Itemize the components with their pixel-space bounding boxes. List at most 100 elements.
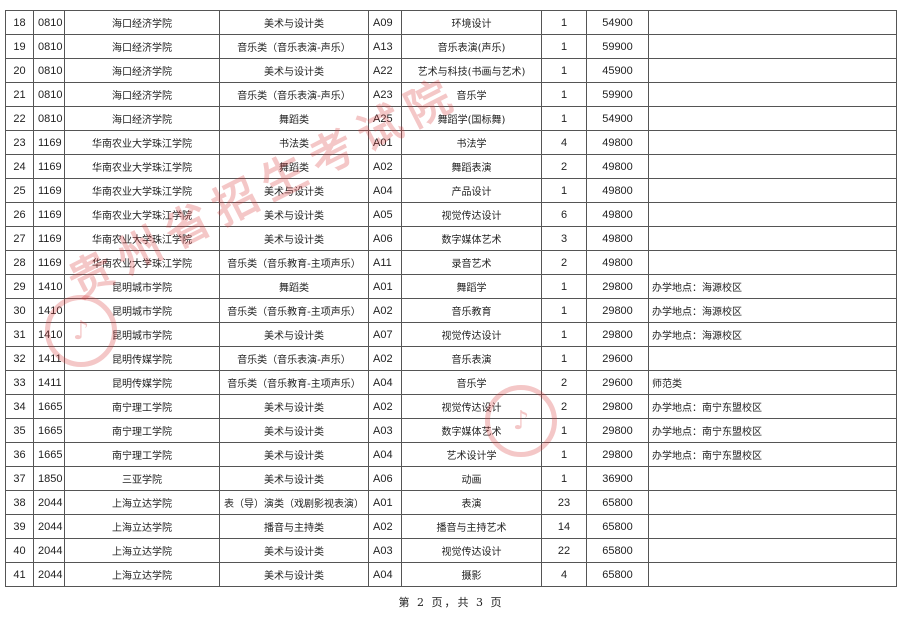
remarks-cell: 师范类: [648, 370, 897, 395]
table-row: 20 0810 海口经济学院 美术与设计类 A22 艺术与科技(书画与艺术) 1 45900: [5, 58, 897, 83]
row-index-cell: 33: [5, 370, 34, 395]
remarks-cell: [648, 202, 897, 227]
school-name-cell: 上海立达学院: [64, 562, 220, 587]
major-code-cell: A23: [368, 82, 402, 107]
major-name-cell: 书法学: [401, 130, 542, 155]
major-name-cell: 动画: [401, 466, 542, 491]
row-index-cell: 19: [5, 34, 34, 59]
major-category-cell: 美术与设计类: [219, 466, 369, 491]
major-code-cell: A07: [368, 322, 402, 347]
major-name-cell: 音乐表演(声乐): [401, 34, 542, 59]
major-code-cell: A03: [368, 418, 402, 443]
plan-count-cell: 1: [541, 442, 587, 467]
row-index-cell: 34: [5, 394, 34, 419]
major-name-cell: 音乐表演: [401, 346, 542, 371]
row-index-cell: 40: [5, 538, 34, 563]
remarks-cell: 办学地点：南宁东盟校区: [648, 442, 897, 467]
plan-count-cell: 1: [541, 58, 587, 83]
tuition-cell: 29800: [586, 394, 649, 419]
tuition-cell: 29800: [586, 298, 649, 323]
major-name-cell: 视觉传达设计: [401, 202, 542, 227]
row-index-cell: 41: [5, 562, 34, 587]
plan-count-cell: 1: [541, 346, 587, 371]
enrollment-plan-table: 18 0810 海口经济学院 美术与设计类 A09 环境设计 1 54900 19 0810 海口经…: [5, 10, 897, 587]
major-code-cell: A01: [368, 490, 402, 515]
plan-count-cell: 1: [541, 322, 587, 347]
remarks-cell: [648, 34, 897, 59]
table-row: 22 0810 海口经济学院 舞蹈类 A25 舞蹈学(国标舞) 1 54900: [5, 106, 897, 131]
table-row: 23 1169 华南农业大学珠江学院 书法类 A01 书法学 4 49800: [5, 130, 897, 155]
school-name-cell: 上海立达学院: [64, 490, 220, 515]
remarks-cell: 办学地点：南宁东盟校区: [648, 418, 897, 443]
major-code-cell: A13: [368, 34, 402, 59]
table-row: 21 0810 海口经济学院 音乐类（音乐表演-声乐） A23 音乐学 1 59900: [5, 82, 897, 107]
school-code-cell: 1410: [33, 274, 65, 299]
row-index-cell: 39: [5, 514, 34, 539]
major-code-cell: A02: [368, 346, 402, 371]
remarks-cell: [648, 106, 897, 131]
tuition-cell: 59900: [586, 34, 649, 59]
major-category-cell: 舞蹈类: [219, 106, 369, 131]
major-code-cell: A05: [368, 202, 402, 227]
major-category-cell: 音乐类（音乐教育-主项声乐）: [219, 370, 369, 395]
remarks-cell: 办学地点：海源校区: [648, 298, 897, 323]
school-name-cell: 海口经济学院: [64, 82, 220, 107]
school-name-cell: 昆明城市学院: [64, 298, 220, 323]
major-name-cell: 数字媒体艺术: [401, 418, 542, 443]
major-code-cell: A25: [368, 106, 402, 131]
table-row: 27 1169 华南农业大学珠江学院 美术与设计类 A06 数字媒体艺术 3 49800: [5, 226, 897, 251]
school-code-cell: 1169: [33, 250, 65, 275]
remarks-cell: 办学地点：南宁东盟校区: [648, 394, 897, 419]
tuition-cell: 54900: [586, 106, 649, 131]
plan-count-cell: 2: [541, 394, 587, 419]
school-name-cell: 昆明城市学院: [64, 322, 220, 347]
tuition-cell: 49800: [586, 130, 649, 155]
row-index-cell: 22: [5, 106, 34, 131]
tuition-cell: 29600: [586, 370, 649, 395]
plan-count-cell: 1: [541, 274, 587, 299]
row-index-cell: 35: [5, 418, 34, 443]
major-code-cell: A02: [368, 154, 402, 179]
major-code-cell: A02: [368, 514, 402, 539]
plan-count-cell: 1: [541, 82, 587, 107]
major-category-cell: 美术与设计类: [219, 178, 369, 203]
remarks-cell: [648, 250, 897, 275]
school-code-cell: 1169: [33, 202, 65, 227]
page-number: 第 2 页，共 3 页: [398, 596, 504, 609]
remarks-cell: [648, 466, 897, 491]
remarks-cell: 办学地点：海源校区: [648, 274, 897, 299]
major-category-cell: 音乐类（音乐表演-声乐）: [219, 82, 369, 107]
major-name-cell: 产品设计: [401, 178, 542, 203]
table-row: 34 1665 南宁理工学院 美术与设计类 A02 视觉传达设计 2 29800 办学地点：南宁…: [5, 394, 897, 419]
tuition-cell: 29800: [586, 418, 649, 443]
row-index-cell: 37: [5, 466, 34, 491]
major-code-cell: A02: [368, 394, 402, 419]
school-code-cell: 2044: [33, 514, 65, 539]
major-category-cell: 美术与设计类: [219, 322, 369, 347]
row-index-cell: 28: [5, 250, 34, 275]
school-name-cell: 昆明城市学院: [64, 274, 220, 299]
tuition-cell: 36900: [586, 466, 649, 491]
table-row: 40 2044 上海立达学院 美术与设计类 A03 视觉传达设计 22 65800: [5, 538, 897, 563]
row-index-cell: 31: [5, 322, 34, 347]
major-category-cell: 美术与设计类: [219, 562, 369, 587]
plan-count-cell: 1: [541, 298, 587, 323]
school-code-cell: 2044: [33, 490, 65, 515]
remarks-cell: 办学地点：海源校区: [648, 322, 897, 347]
row-index-cell: 18: [5, 10, 34, 35]
major-category-cell: 音乐类（音乐教育-主项声乐）: [219, 298, 369, 323]
major-code-cell: A04: [368, 562, 402, 587]
major-name-cell: 视觉传达设计: [401, 538, 542, 563]
school-code-cell: 1169: [33, 178, 65, 203]
plan-count-cell: 2: [541, 370, 587, 395]
school-name-cell: 三亚学院: [64, 466, 220, 491]
remarks-cell: [648, 82, 897, 107]
school-name-cell: 南宁理工学院: [64, 418, 220, 443]
table-row: 28 1169 华南农业大学珠江学院 音乐类（音乐教育-主项声乐） A11 录音艺术 2 49…: [5, 250, 897, 275]
major-category-cell: 音乐类（音乐表演-声乐）: [219, 346, 369, 371]
row-index-cell: 20: [5, 58, 34, 83]
remarks-cell: [648, 562, 897, 587]
major-code-cell: A01: [368, 130, 402, 155]
major-category-cell: 舞蹈类: [219, 154, 369, 179]
school-code-cell: 1410: [33, 298, 65, 323]
